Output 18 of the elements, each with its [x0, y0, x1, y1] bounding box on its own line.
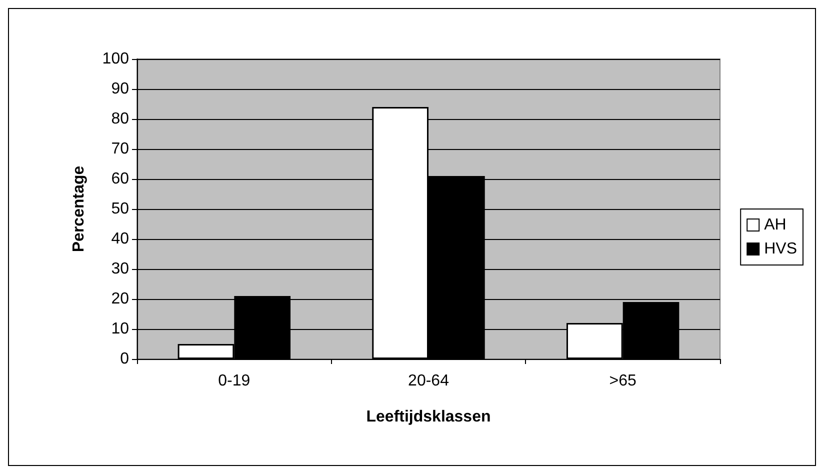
x-axis-title: Leeftijdsklassen — [366, 408, 491, 426]
y-tick-label: 100 — [102, 50, 130, 68]
y-tick-label: 10 — [111, 320, 130, 338]
x-tick-label: 20-64 — [408, 372, 450, 390]
legend-label: AH — [764, 216, 786, 234]
y-tick-label: 90 — [111, 80, 130, 98]
y-tick-label: 20 — [111, 290, 130, 308]
y-tick-label: 0 — [120, 350, 130, 368]
legend-label: HVS — [764, 240, 798, 258]
y-axis-title: Percentage — [70, 166, 88, 252]
y-tick-label: 50 — [111, 200, 130, 218]
y-tick-label: 60 — [111, 170, 130, 188]
y-tick-label: 80 — [111, 110, 130, 128]
x-tick-label: 0-19 — [218, 372, 250, 390]
x-tick-label: >65 — [609, 372, 637, 390]
y-tick-label: 30 — [111, 260, 130, 278]
y-tick-label: 70 — [111, 140, 130, 158]
y-tick-label: 40 — [111, 230, 130, 248]
